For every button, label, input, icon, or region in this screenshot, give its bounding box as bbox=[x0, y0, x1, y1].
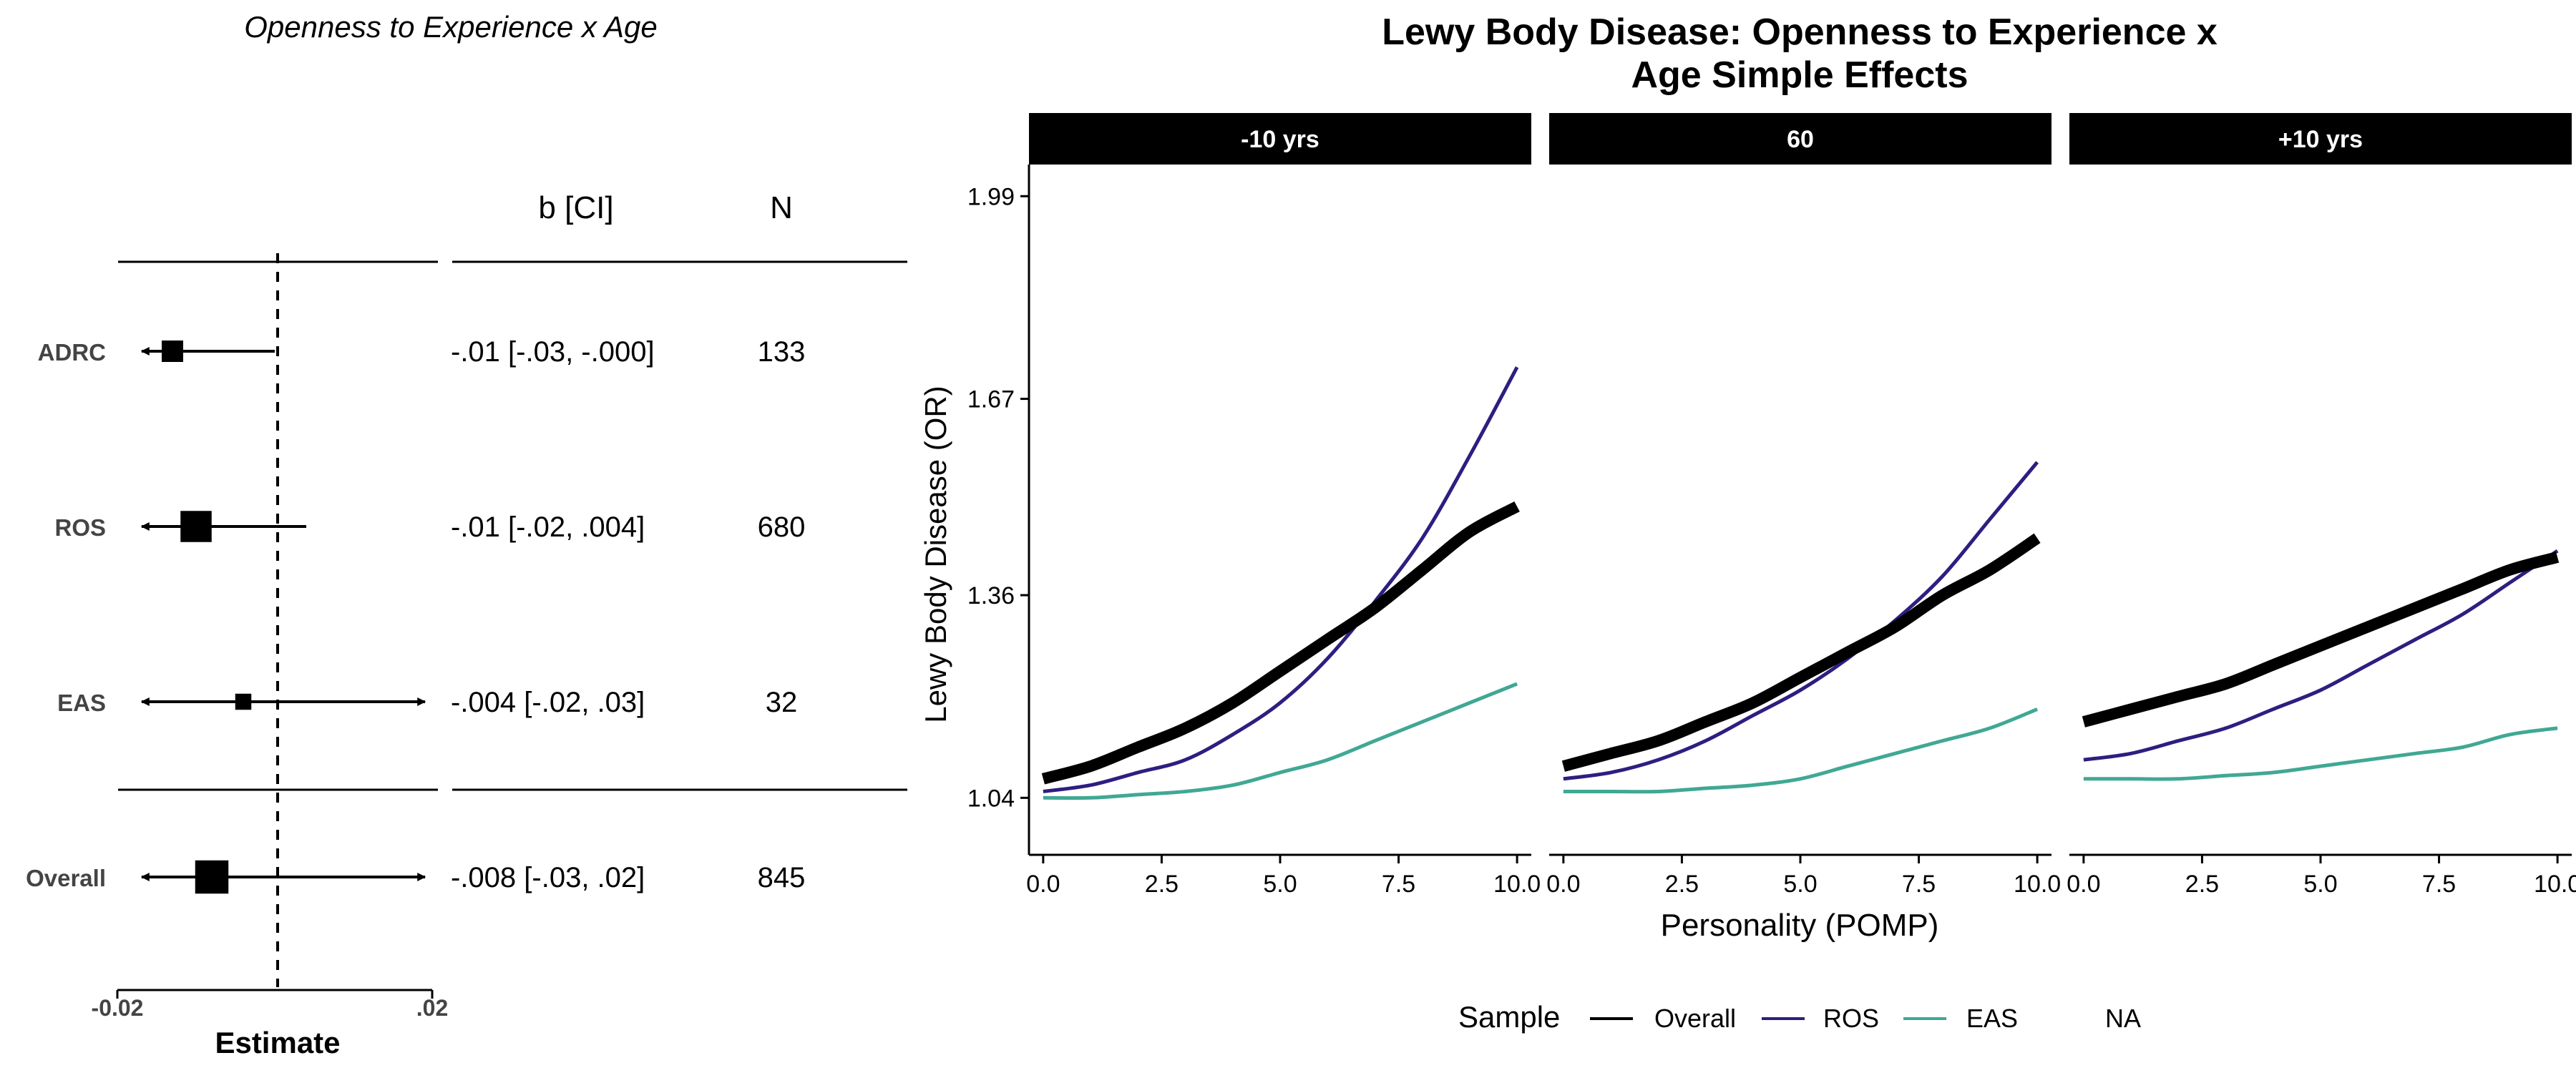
x-tick-label: 0.0 bbox=[2067, 871, 2100, 898]
legend-entry-eas: EAS bbox=[1903, 1004, 2018, 1033]
forest-row-b-ci: -.01 [-.03, -.000] bbox=[451, 336, 655, 368]
series-line-overall bbox=[2082, 552, 2560, 727]
forest-row-label: EAS bbox=[57, 690, 106, 716]
legend-entry-ros: ROS bbox=[1762, 1004, 1879, 1033]
facet-strip-label: -10 yrs bbox=[1241, 126, 1319, 153]
forest-row-n: 133 bbox=[758, 336, 806, 368]
y-axis-label: Lewy Body Disease (OR) bbox=[919, 386, 952, 723]
y-tick-label: 1.36 bbox=[967, 582, 1015, 609]
x-tick-label: 0.0 bbox=[1026, 871, 1060, 898]
x-tick-label: 5.0 bbox=[1783, 871, 1817, 898]
series-line-ros bbox=[1563, 461, 2039, 781]
facet-strip-label: +10 yrs bbox=[2278, 126, 2363, 153]
series-line-ros bbox=[2083, 549, 2559, 762]
legend-entry-overall: Overall bbox=[1590, 1004, 1736, 1033]
y-tick-label: 1.04 bbox=[967, 785, 1015, 812]
y-tick-label: 1.99 bbox=[967, 183, 1015, 210]
b-ci-header: b [CI] bbox=[538, 190, 613, 225]
forest-row-n: 845 bbox=[758, 862, 806, 893]
facet-strip-label: 60 bbox=[1787, 126, 1814, 153]
forest-row-eas: EAS -.004 [-.02, .03] 32 bbox=[57, 687, 797, 718]
legend-title: Sample bbox=[1458, 1000, 1560, 1034]
x-tick-label: 5.0 bbox=[2303, 871, 2337, 898]
facet-panel-1: -10 yrs 0.0 2.5 5.0 7.5 10.0 bbox=[1026, 113, 1541, 898]
facet-panel-3: +10 yrs 0.0 2.5 5.0 7.5 10.0 bbox=[2067, 113, 2576, 898]
x-tick-label: 2.5 bbox=[1665, 871, 1699, 898]
series-line-overall bbox=[1561, 533, 2041, 772]
y-tick-label: 1.67 bbox=[967, 386, 1015, 413]
x-tick-label: 2.5 bbox=[1145, 871, 1179, 898]
forest-row-n: 680 bbox=[758, 511, 806, 543]
n-header: N bbox=[770, 190, 793, 225]
forest-row-label: ADRC bbox=[38, 339, 106, 366]
forest-row-overall: Overall -.008 [-.03, .02] 845 bbox=[26, 860, 806, 894]
x-tick-label: 7.5 bbox=[1902, 871, 1936, 898]
point-estimate bbox=[195, 860, 229, 894]
y-axis: 1.04 1.36 1.67 1.99 bbox=[967, 165, 1030, 855]
facet-panel-2: 60 0.0 2.5 5.0 7.5 10.0 bbox=[1546, 113, 2061, 898]
x-tick-label: 0.0 bbox=[1546, 871, 1580, 898]
legend-label-ros: ROS bbox=[1823, 1004, 1879, 1033]
forest-row-b-ci: -.004 [-.02, .03] bbox=[451, 687, 645, 718]
chart-title-line-2: Age Simple Effects bbox=[1631, 54, 1968, 96]
x-axis-label: Personality (POMP) bbox=[1661, 908, 1939, 943]
facet-strip bbox=[1029, 113, 1531, 165]
x-tick-label: 10.0 bbox=[2014, 871, 2061, 898]
legend-label-overall: Overall bbox=[1654, 1004, 1736, 1033]
forest-row-label: Overall bbox=[26, 865, 106, 891]
series-line-ros bbox=[1043, 366, 1519, 793]
point-estimate bbox=[180, 511, 212, 542]
x-tick-label: 10.0 bbox=[2534, 871, 2576, 898]
facet-strip bbox=[1549, 113, 2051, 165]
facet-panels: -10 yrs 0.0 2.5 5.0 7.5 10.0 60 0.0 2.5 5.0 7.5 10.… bbox=[1026, 113, 2576, 898]
x-tick-label: 5.0 bbox=[1263, 871, 1297, 898]
forest-row-b-ci: -.008 [-.03, .02] bbox=[451, 862, 645, 893]
forest-row-b-ci: -.01 [-.02, .004] bbox=[451, 511, 645, 543]
forest-row-label: ROS bbox=[54, 514, 106, 541]
forest-x-tick-label-min: -0.02 bbox=[92, 995, 144, 1021]
point-estimate bbox=[162, 340, 183, 362]
legend: Sample Overall ROS EAS NA bbox=[1458, 1000, 2141, 1034]
line-chart: Lewy Body Disease: Openness to Experienc… bbox=[919, 11, 2576, 1034]
facet-strip bbox=[2069, 113, 2572, 165]
forest-row-n: 32 bbox=[766, 687, 798, 718]
series-line-eas bbox=[1043, 682, 1518, 800]
legend-entry-na: NA bbox=[2105, 1004, 2141, 1033]
forest-row-adrc: ADRC -.01 [-.03, -.000] 133 bbox=[38, 336, 806, 368]
x-tick-label: 10.0 bbox=[1493, 871, 1541, 898]
point-estimate bbox=[235, 693, 252, 710]
forest-plot: Openness to Experience x Age b [CI] N -0… bbox=[26, 10, 907, 1059]
x-tick-label: 7.5 bbox=[1382, 871, 1415, 898]
series-line-overall bbox=[1041, 501, 1520, 785]
legend-label-eas: EAS bbox=[1966, 1004, 2018, 1033]
forest-title: Openness to Experience x Age bbox=[244, 10, 657, 44]
legend-label-na: NA bbox=[2105, 1004, 2141, 1033]
series-line-eas bbox=[2083, 726, 2558, 781]
x-tick-label: 7.5 bbox=[2422, 871, 2456, 898]
forest-x-tick-label-max: .02 bbox=[416, 995, 448, 1021]
x-tick-label: 2.5 bbox=[2185, 871, 2219, 898]
series-line-eas bbox=[1563, 707, 2039, 794]
forest-row-ros: ROS -.01 [-.02, .004] 680 bbox=[54, 511, 805, 543]
chart-title-line-1: Lewy Body Disease: Openness to Experienc… bbox=[1382, 11, 2218, 53]
forest-x-label: Estimate bbox=[215, 1026, 340, 1059]
